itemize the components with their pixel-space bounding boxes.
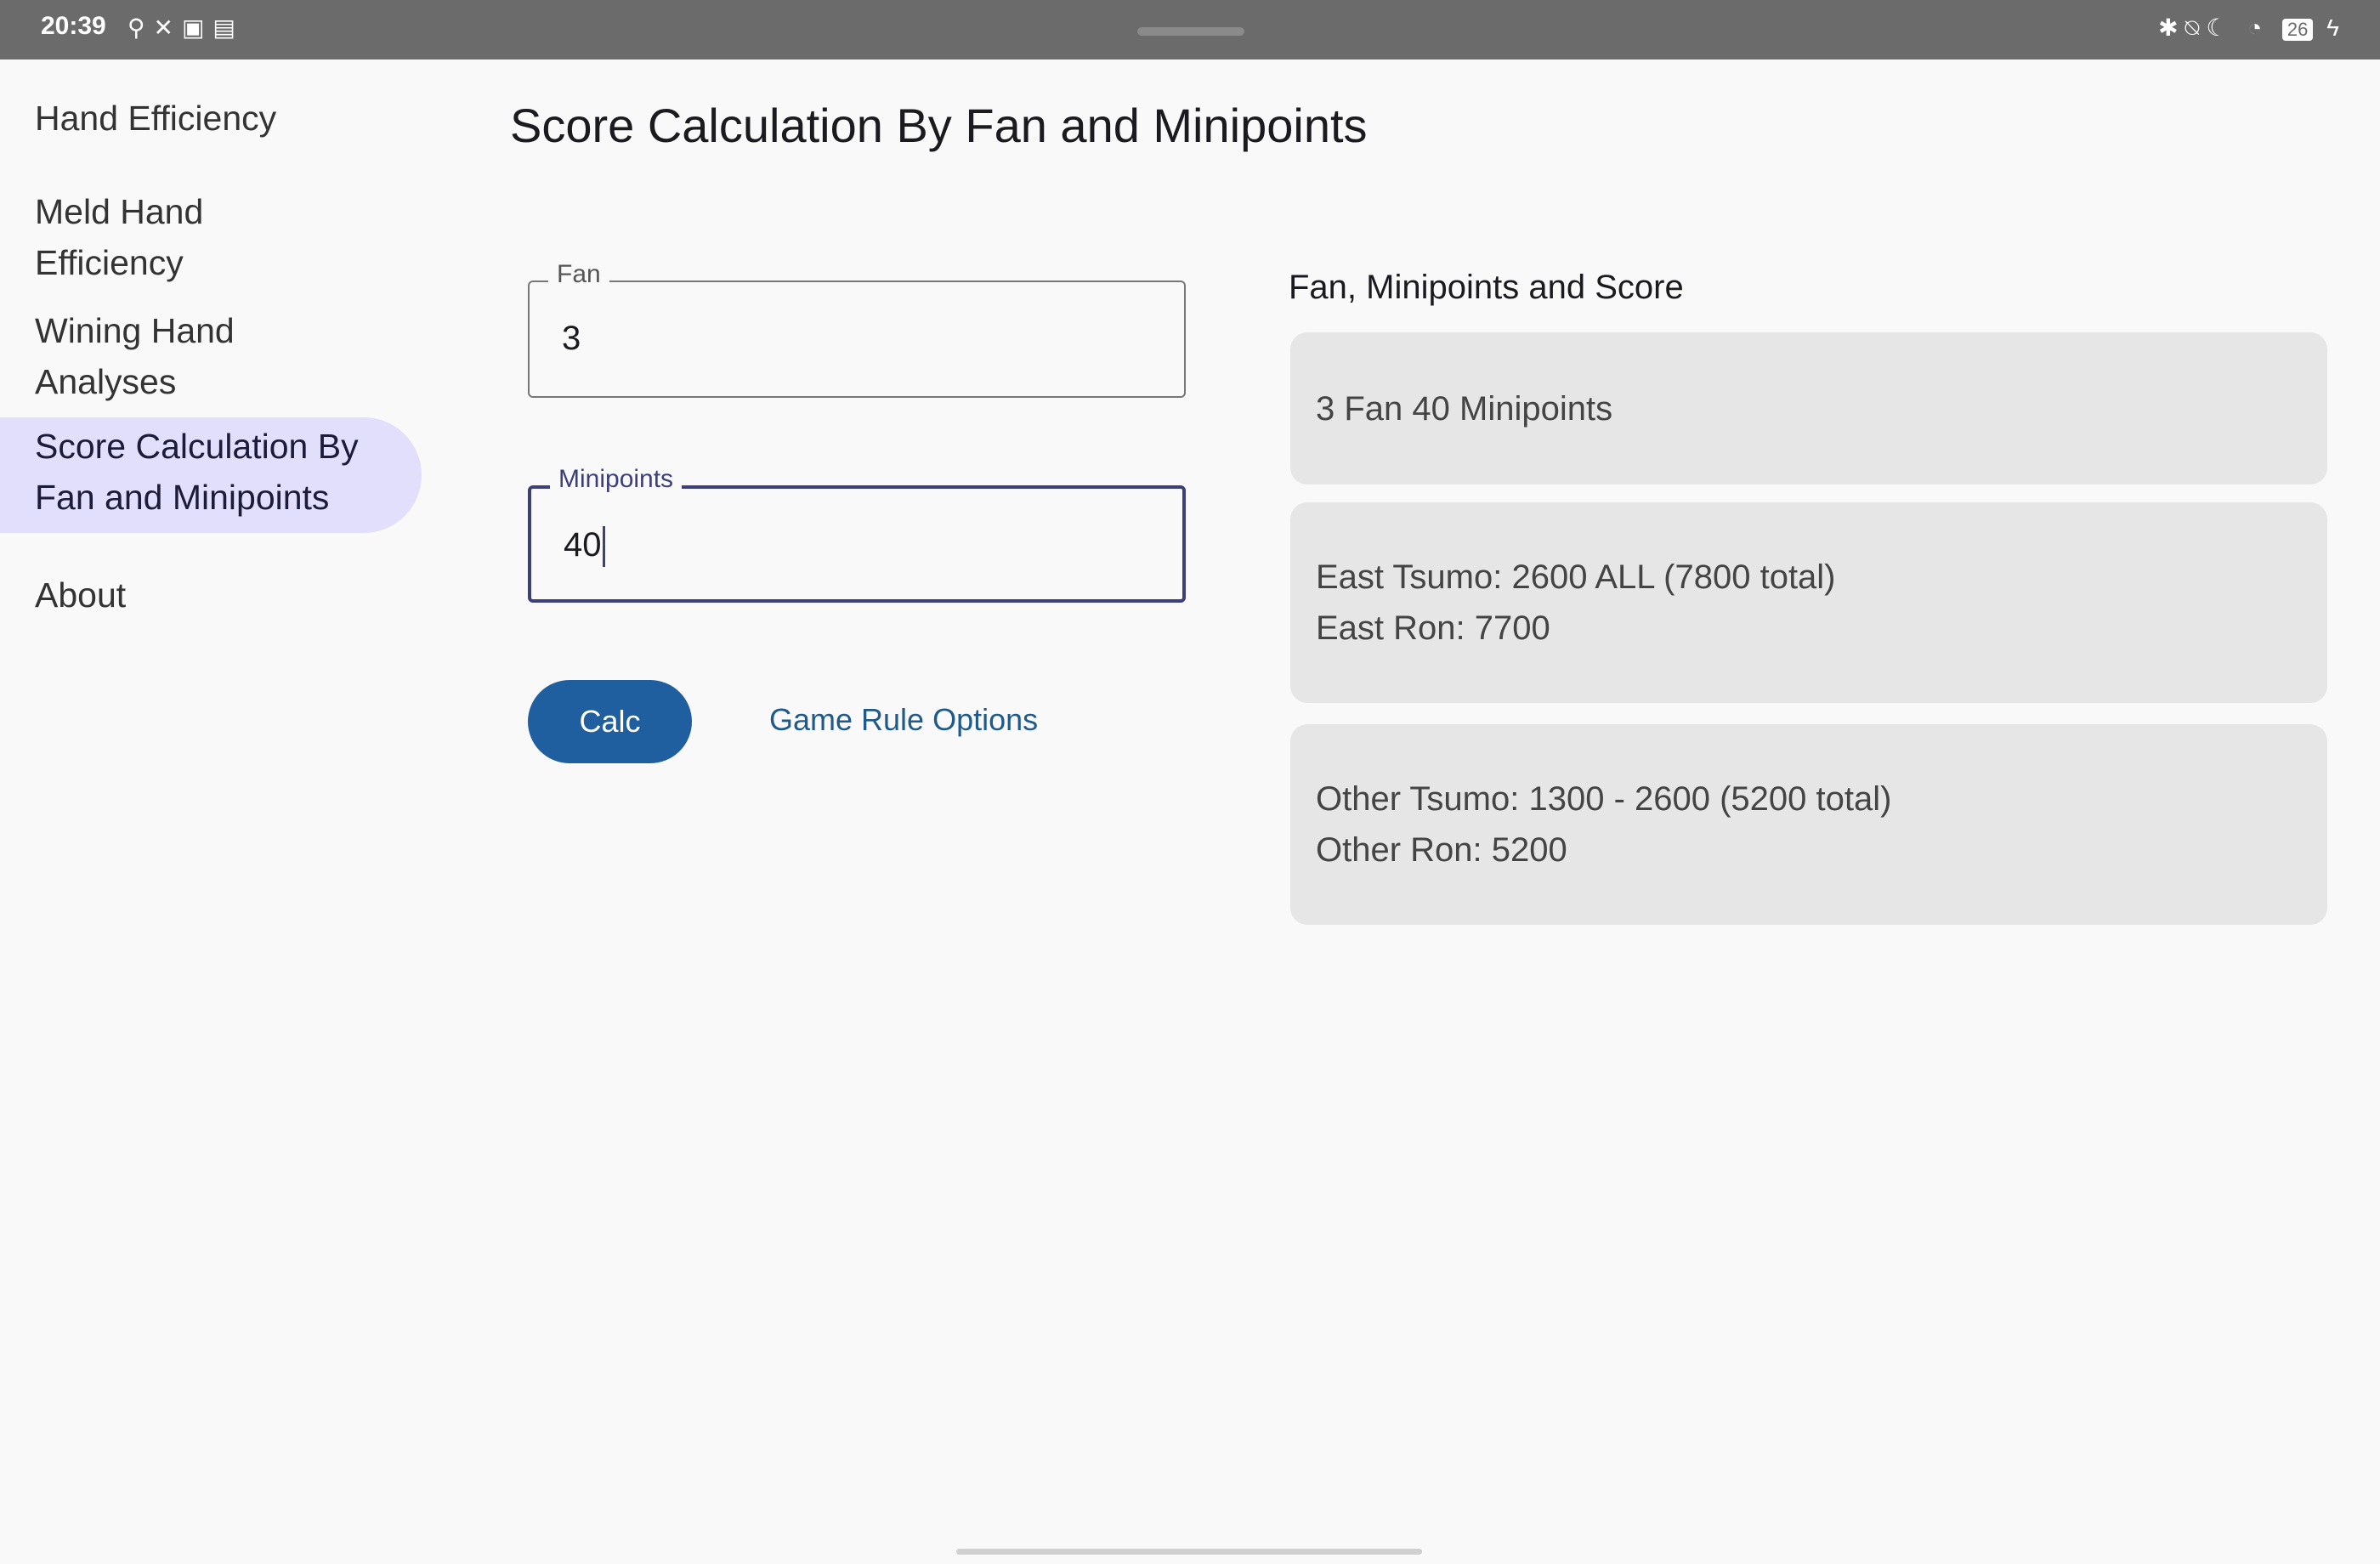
fan-label: Fan bbox=[548, 260, 609, 289]
east-ron-text: East Ron: 7700 bbox=[1316, 609, 1550, 647]
system-icons: ✱⍉☾ ◔ 26 ϟ bbox=[2158, 14, 2346, 41]
sidebar-item-wining-hand-analyses[interactable]: Wining Hand Analyses bbox=[35, 311, 235, 401]
gesture-nav-bar[interactable] bbox=[956, 1549, 1422, 1555]
sidebar-item-about[interactable]: About bbox=[35, 575, 127, 615]
result-summary-card: 3 Fan 40 Minipoints bbox=[1290, 332, 2327, 484]
other-ron-text: Other Ron: 5200 bbox=[1316, 831, 1567, 869]
drag-handle[interactable] bbox=[1137, 27, 1244, 36]
fan-input[interactable]: Fan 3 bbox=[528, 260, 1186, 398]
battery-icon: 26 bbox=[2281, 19, 2314, 41]
result-heading: Fan, Minipoints and Score bbox=[1289, 269, 1684, 306]
page-title: Score Calculation By Fan and Minipoints bbox=[510, 99, 1368, 152]
calc-button[interactable]: Calc bbox=[528, 680, 692, 763]
sidebar-item-score-calculation[interactable]: Score Calculation By Fan and Minipoints bbox=[0, 417, 422, 533]
minipoints-input[interactable]: Minipoints 40 bbox=[528, 465, 1186, 603]
sidebar-item-label: Score Calculation By Fan and Minipoints bbox=[35, 427, 359, 517]
text-cursor bbox=[602, 526, 605, 568]
notification-icons: ⚲✕▣▤ bbox=[128, 14, 244, 41]
east-tsumo-text: East Tsumo: 2600 ALL (7800 total) bbox=[1316, 558, 1836, 596]
other-tsumo-text: Other Tsumo: 1300 - 2600 (5200 total) bbox=[1316, 780, 1892, 818]
fan-value[interactable]: 3 bbox=[562, 320, 581, 357]
summary-text: 3 Fan 40 Minipoints bbox=[1316, 389, 1613, 428]
game-rule-options-button[interactable]: Game Rule Options bbox=[769, 702, 1039, 737]
minipoints-label: Minipoints bbox=[550, 465, 683, 494]
minipoints-value[interactable]: 40 bbox=[564, 526, 602, 564]
other-score-card: Other Tsumo: 1300 - 2600 (5200 total) Ot… bbox=[1290, 724, 2327, 925]
clock: 20:39 bbox=[41, 12, 106, 40]
status-bar: 20:39 ⚲✕▣▤ ✱⍉☾ ◔ 26 ϟ bbox=[0, 0, 2380, 60]
east-score-card: East Tsumo: 2600 ALL (7800 total) East R… bbox=[1290, 502, 2327, 703]
sidebar-item-meld-hand-efficiency[interactable]: Meld Hand Efficiency bbox=[35, 192, 204, 282]
sidebar-item-hand-efficiency[interactable]: Hand Efficiency bbox=[35, 99, 277, 138]
